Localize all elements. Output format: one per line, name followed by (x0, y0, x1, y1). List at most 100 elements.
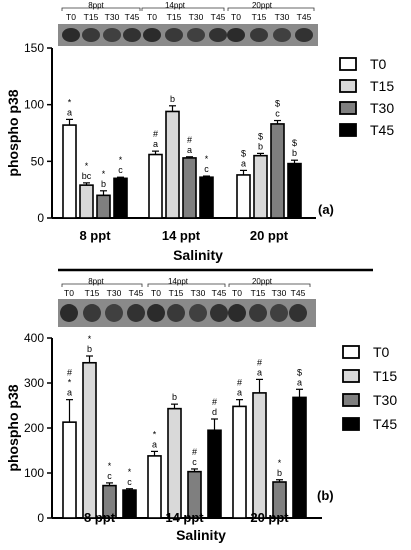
x-category-label: 8 ppt (84, 510, 116, 525)
significance-label: * (88, 334, 92, 344)
legend-label: T45 (370, 122, 394, 138)
blot-group-bracket (61, 283, 143, 287)
blot-band (210, 304, 228, 322)
significance-label: * (153, 429, 157, 439)
significance-label: $ (275, 99, 280, 109)
lane-label: T0 (151, 288, 161, 298)
y-tick-label: 100 (24, 466, 44, 480)
lane-label: T45 (125, 12, 140, 22)
x-axis-label: Salinity (173, 247, 223, 263)
significance-label: * (278, 458, 282, 468)
blot-band (83, 304, 101, 322)
y-tick-label: 150 (24, 41, 44, 55)
y-tick-label: 100 (24, 98, 44, 112)
blot-band (273, 27, 291, 43)
blot-band (228, 304, 246, 322)
y-tick-label: 300 (24, 376, 44, 390)
lane-label: T45 (129, 288, 144, 298)
blot-group-bracket (141, 7, 225, 11)
blot-band (227, 27, 245, 43)
blot-band (270, 304, 288, 322)
legend-label: T30 (370, 100, 394, 116)
x-axis-label: Salinity (176, 527, 226, 543)
blot-band (105, 304, 123, 322)
significance-label: # (212, 397, 217, 407)
blot-group-label: 14ppt (168, 277, 189, 286)
blot-band (62, 27, 80, 43)
significance-label: * (128, 467, 132, 477)
legend-swatch (339, 57, 357, 71)
bar (270, 123, 285, 219)
lane-label: T45 (291, 288, 306, 298)
significance-label: c (107, 471, 112, 481)
legend-swatch (342, 393, 360, 407)
lane-label: T45 (212, 288, 227, 298)
legend-swatch (339, 79, 357, 93)
lane-label: T15 (252, 12, 267, 22)
bar (82, 361, 97, 519)
significance-label: b (172, 392, 177, 402)
lane-label: T15 (251, 288, 266, 298)
lane-label: T30 (275, 12, 290, 22)
significance-label: $ (258, 131, 263, 141)
significance-label: a (257, 367, 262, 377)
significance-label: # (237, 378, 242, 388)
blot-group-bracket (228, 283, 311, 287)
significance-label: a (67, 107, 72, 117)
significance-label: c (192, 457, 197, 467)
bar (207, 429, 222, 519)
x-category-label: 14 ppt (162, 228, 201, 243)
significance-label: c (127, 477, 132, 487)
legend-label: T30 (373, 392, 397, 408)
bar (96, 194, 111, 219)
blot-band (250, 27, 268, 43)
blot-band (123, 27, 141, 43)
significance-label: c (275, 109, 280, 119)
blot-group-label: 20ppt (252, 277, 273, 286)
panel-label: (b) (317, 488, 334, 503)
bar (62, 421, 77, 519)
bar (167, 407, 182, 519)
bar (236, 174, 251, 219)
bar (62, 124, 77, 219)
bar (253, 154, 268, 219)
blot-group-label: 20ppt (252, 1, 273, 10)
significance-label: # (67, 368, 72, 378)
significance-label: b (292, 148, 297, 158)
blot-band (289, 304, 307, 322)
blot-group-label: 8ppt (88, 277, 104, 286)
lane-label: T30 (191, 288, 206, 298)
y-tick-label: 0 (37, 511, 44, 525)
y-tick-label: 200 (24, 421, 44, 435)
y-tick-label: 50 (31, 154, 45, 168)
legend-swatch (342, 417, 360, 431)
blot-band (82, 27, 100, 43)
blot-band (189, 304, 207, 322)
y-tick-label: 0 (37, 211, 44, 225)
lane-label: T15 (84, 12, 99, 22)
significance-label: bc (82, 171, 92, 181)
legend-label: T15 (370, 78, 394, 94)
significance-label: $ (297, 367, 302, 377)
x-category-label: 8 ppt (79, 228, 111, 243)
significance-label: * (68, 97, 72, 107)
lane-label: T45 (297, 12, 312, 22)
significance-label: b (258, 141, 263, 151)
legend-label: T0 (373, 344, 390, 360)
blot-band (187, 27, 205, 43)
blot-band (143, 27, 161, 43)
blot-band (167, 304, 185, 322)
blot-band (295, 27, 313, 43)
significance-label: a (67, 388, 72, 398)
lane-label: T0 (147, 12, 157, 22)
significance-label: b (277, 468, 282, 478)
blot-band (165, 27, 183, 43)
significance-label: * (119, 155, 123, 165)
bar (232, 405, 247, 519)
bar (113, 177, 128, 219)
lane-label: T45 (211, 12, 226, 22)
blot-group-label: 8ppt (88, 1, 104, 10)
lane-label: T30 (107, 288, 122, 298)
panel-b (47, 283, 360, 519)
lane-label: T15 (169, 288, 184, 298)
